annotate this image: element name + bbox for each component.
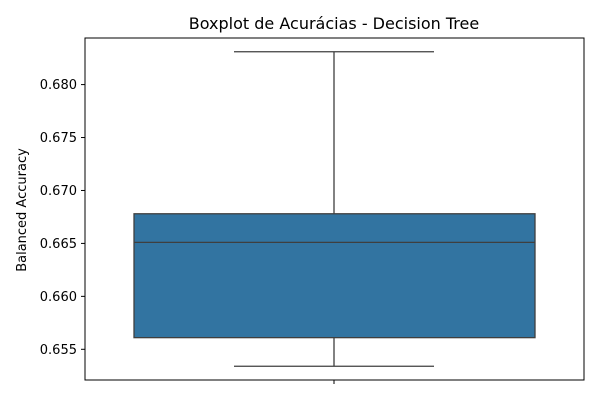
y-tick-label: 0.675 [40, 131, 77, 146]
plot-area [133, 51, 536, 367]
iqr-box [133, 213, 536, 339]
chart-title: Boxplot de Acurácias - Decision Tree [189, 14, 479, 33]
y-tick-label: 0.665 [40, 237, 77, 252]
plot-frame [84, 37, 585, 381]
y-tick-label: 0.655 [40, 343, 77, 358]
y-axis: 0.655 0.660 0.665 0.670 0.675 0.680 [40, 78, 85, 358]
y-tick-label: 0.660 [40, 290, 77, 305]
y-tick-label: 0.670 [40, 184, 77, 199]
y-axis-label: Balanced Accuracy [15, 148, 30, 272]
y-tick-label: 0.680 [40, 78, 77, 93]
